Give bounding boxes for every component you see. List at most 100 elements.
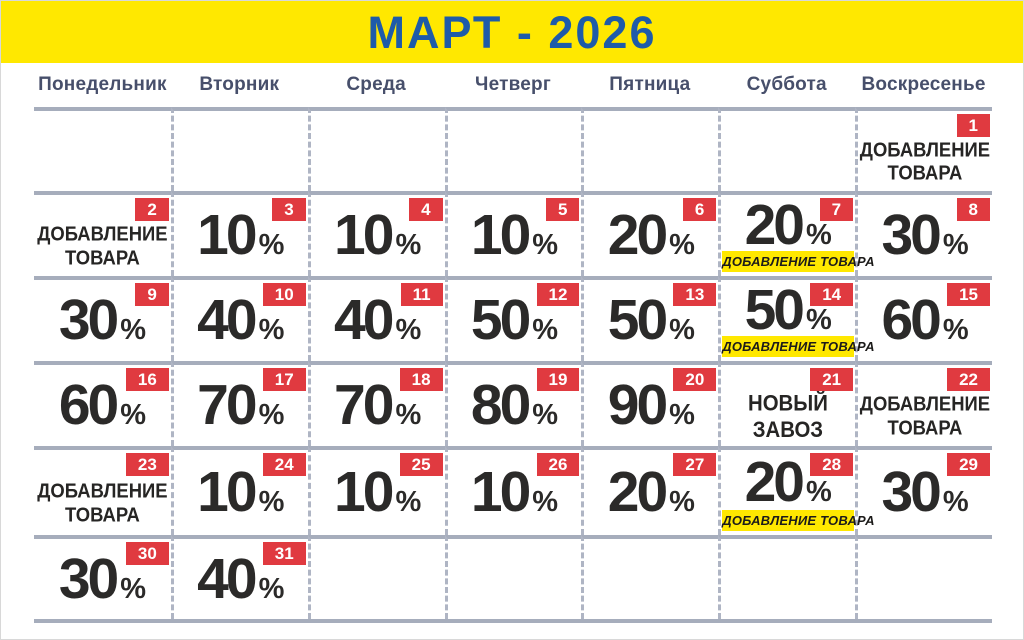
day-number-badge: 19 — [536, 368, 580, 391]
discount-value: 70% — [311, 365, 445, 446]
day-cell-6: 6 20% — [581, 191, 719, 276]
discount-value: 60% — [858, 280, 992, 361]
day-number-badge: 27 — [673, 453, 717, 476]
discount-number: 30 — [881, 203, 941, 267]
percent-sign: % — [258, 486, 285, 518]
day-cell-24: 24 10% — [170, 446, 308, 535]
discount-inner: 20% — [608, 207, 695, 264]
product-addition-highlight: ДОБАВЛЕНИЕ ТОВАРА — [722, 510, 875, 531]
weekday-monday: Понедельник — [38, 74, 167, 95]
day-label-line: ЗАВОЗ — [753, 417, 824, 442]
discount-inner: 40% — [334, 292, 421, 349]
empty-day-cell — [307, 107, 445, 191]
discount-number: 30 — [58, 288, 119, 352]
discount-value: 40% — [174, 539, 308, 619]
percent-sign: % — [395, 314, 422, 346]
day-cell-10: 10 40% — [170, 276, 308, 361]
discount-number: 50 — [744, 278, 805, 342]
day-cell-25: 25 10% — [307, 446, 445, 535]
weekday-header-row: Понедельник Вторник Среда Четверг Пятниц… — [34, 63, 992, 107]
day-number-badge: 15 — [947, 283, 990, 306]
discount-number: 20 — [607, 203, 668, 267]
discount-inner: 10% — [334, 464, 421, 521]
discount-value: 30% — [34, 280, 171, 361]
day-cell-16: 16 60% — [34, 361, 171, 446]
weekday-saturday: Суббота — [746, 74, 827, 95]
day-label-line: ТОВАРА — [887, 417, 963, 440]
percent-sign: % — [806, 304, 832, 336]
day-cell-3: 3 10% — [170, 191, 308, 276]
discount-number: 30 — [881, 460, 941, 524]
day-number-badge: 30 — [125, 542, 169, 565]
discount-number: 10 — [197, 203, 257, 267]
percent-sign: % — [669, 486, 695, 518]
percent-sign: % — [532, 229, 559, 261]
discount-inner: 60% — [881, 292, 968, 349]
discount-value: 30% — [858, 450, 992, 535]
day-label-line: ТОВАРА — [887, 162, 963, 185]
day-cell-23: 23 ДОБАВЛЕНИЕ ТОВАРА — [34, 446, 171, 535]
weekday-thursday: Четверг — [475, 74, 551, 95]
discount-number: 90 — [607, 373, 668, 437]
discount-value: 10% — [311, 450, 445, 535]
day-cell-26: 26 10% — [444, 446, 582, 535]
day-number-badge: 21 — [810, 368, 854, 391]
day-label: ДОБАВЛЕНИЕ ТОВАРА — [860, 109, 990, 194]
day-number-badge: 17 — [262, 368, 306, 391]
day-number-badge: 2 — [135, 198, 169, 221]
percent-sign: % — [258, 229, 285, 261]
empty-day-cell — [581, 107, 719, 191]
discount-value: 40% — [311, 280, 445, 361]
empty-day-cell — [718, 535, 856, 619]
discount-number: 50 — [607, 288, 668, 352]
discount-inner: 50% — [745, 282, 832, 339]
percent-sign: % — [120, 314, 147, 346]
discount-inner: 40% — [197, 550, 284, 608]
percent-sign: % — [942, 486, 969, 518]
discount-value: 50% — [584, 280, 718, 361]
discount-number: 20 — [607, 460, 668, 524]
discount-value: 60% — [34, 365, 171, 446]
day-label: НОВЫЙ ЗАВОЗ — [723, 363, 853, 449]
day-cell-1: 1 ДОБАВЛЕНИЕ ТОВАРА — [855, 107, 992, 191]
day-number-badge: 24 — [262, 453, 306, 476]
discount-value: 50% — [721, 280, 855, 361]
day-number-badge: 10 — [262, 283, 306, 306]
discount-value: 40% — [174, 280, 308, 361]
discount-inner: 20% — [608, 464, 695, 521]
day-number-badge: 1 — [956, 114, 990, 137]
empty-day-cell — [718, 107, 856, 191]
percent-sign: % — [532, 314, 559, 346]
day-number-badge: 9 — [135, 283, 169, 306]
discount-number: 70 — [197, 373, 257, 437]
day-number-badge: 13 — [673, 283, 717, 306]
discount-value: 20% — [721, 450, 855, 535]
percent-sign: % — [942, 314, 969, 346]
discount-value: 90% — [584, 365, 718, 446]
discount-inner: 70% — [197, 377, 284, 434]
empty-day-cell — [34, 107, 171, 191]
discount-inner: 30% — [58, 546, 147, 611]
day-label: ДОБАВЛЕНИЕ ТОВАРА — [36, 447, 169, 537]
discount-inner: 40% — [197, 292, 284, 349]
percent-sign: % — [258, 399, 285, 431]
empty-day-cell — [170, 107, 308, 191]
discount-value: 70% — [174, 365, 308, 446]
weekday-wednesday: Среда — [346, 74, 406, 95]
discount-inner: 70% — [334, 377, 421, 434]
discount-value: 10% — [311, 195, 445, 276]
discount-number: 10 — [470, 203, 531, 267]
percent-sign: % — [120, 572, 147, 605]
discount-value: 30% — [34, 539, 171, 619]
day-cell-27: 27 20% — [581, 446, 719, 535]
percent-sign: % — [669, 399, 695, 431]
discount-number: 30 — [58, 546, 119, 611]
day-cell-22: 22 ДОБАВЛЕНИЕ ТОВАРА — [855, 361, 992, 446]
empty-day-cell — [855, 535, 992, 619]
discount-inner: 60% — [59, 377, 146, 434]
day-number-badge: 31 — [262, 542, 306, 565]
discount-number: 40 — [197, 288, 257, 352]
discount-inner: 30% — [59, 292, 146, 349]
day-label-line: ДОБАВЛЕНИЕ — [37, 223, 168, 246]
